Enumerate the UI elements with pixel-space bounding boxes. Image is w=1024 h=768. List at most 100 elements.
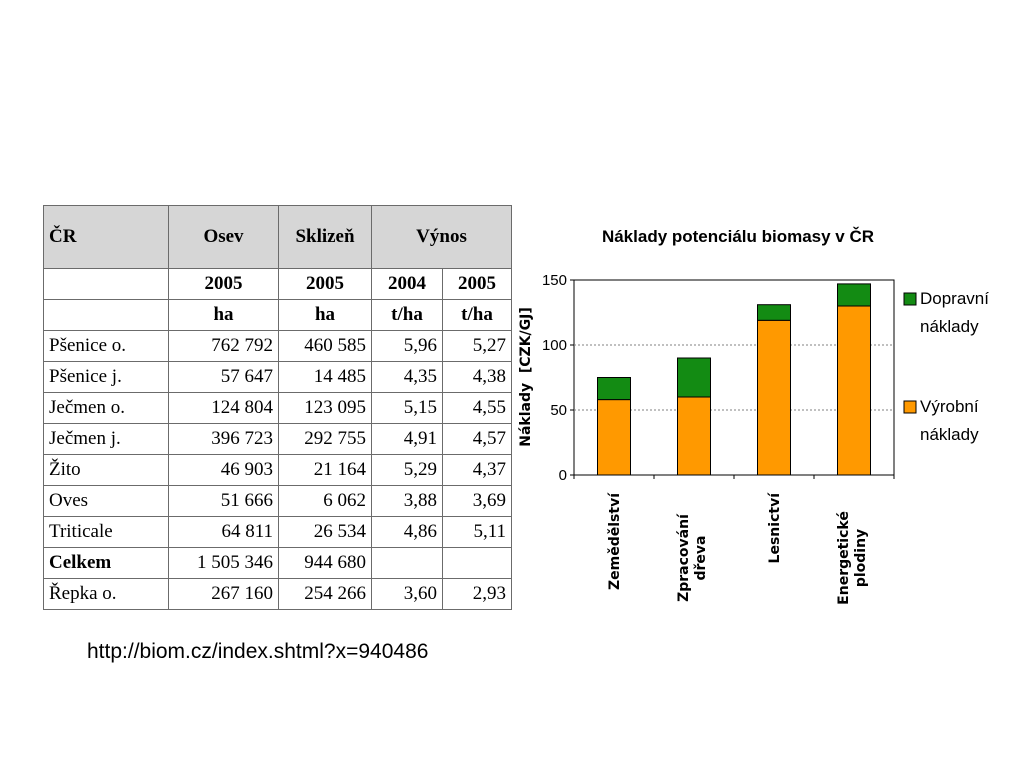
cell-sklizen: 254 266: [278, 578, 372, 610]
source-link[interactable]: http://biom.cz/index.shtml?x=940486: [87, 640, 429, 663]
bar-vyrobni: [837, 305, 871, 476]
y-tick-label: 100: [542, 337, 567, 354]
year-cell: 2004: [371, 268, 443, 300]
cell-vynos2005: 4,38: [442, 361, 512, 393]
table-row: Ječmen j. 396 723 292 755 4,91 4,57: [43, 423, 512, 455]
cell-name: Oves: [43, 485, 169, 517]
y-tick-label: 150: [542, 272, 567, 289]
table-row: Triticale 64 811 26 534 4,86 5,11: [43, 516, 512, 548]
table-row: Řepka o. 267 160 254 266 3,60 2,93: [43, 578, 512, 610]
y-tick-label: 50: [550, 402, 567, 419]
cost-chart: Náklady potenciálu biomasy v ČR Náklady …: [518, 227, 989, 605]
year-cell: 2005: [168, 268, 279, 300]
x-category-label: Zpracovánídřeva: [676, 513, 709, 602]
cell-vynos2005: 4,57: [442, 423, 512, 455]
cell-vynos2005: 3,69: [442, 485, 512, 517]
crop-table: ČR Osev Sklizeň Výnos 2005 2005 2004 200…: [43, 205, 512, 610]
cell-name: Řepka o.: [43, 578, 169, 610]
bar-dopravni: [757, 304, 791, 321]
cell-vynos2005: 4,37: [442, 454, 512, 486]
header-cr: ČR: [43, 205, 169, 269]
unit-cell: ha: [278, 299, 372, 331]
cell-name: Ječmen o.: [43, 392, 169, 424]
table-unit-row: ha ha t/ha t/ha: [43, 299, 512, 331]
cell-name: Ječmen j.: [43, 423, 169, 455]
table-row: Celkem 1 505 346 944 680: [43, 547, 512, 579]
table-row: Pšenice j. 57 647 14 485 4,35 4,38: [43, 361, 512, 393]
table-row: Oves 51 666 6 062 3,88 3,69: [43, 485, 512, 517]
x-category-label-line: Energetické: [836, 511, 852, 605]
x-category-label-line: dřeva: [693, 536, 709, 581]
cell-vynos2004: 5,29: [371, 454, 443, 486]
legend-swatch-vyrobni: [903, 400, 917, 414]
bar-dopravni: [677, 357, 711, 398]
bar-vyrobni: [757, 319, 791, 476]
cell-name: Pšenice o.: [43, 330, 169, 362]
header-sklizen: Sklizeň: [278, 205, 372, 269]
x-category-label-line: Lesnictví: [767, 492, 783, 564]
bar-vyrobni: [677, 396, 711, 476]
table-header-row: ČR Osev Sklizeň Výnos: [43, 205, 512, 269]
cell-vynos2004: 3,60: [371, 578, 443, 610]
header-osev: Osev: [168, 205, 279, 269]
legend-label: Výrobní: [920, 397, 979, 416]
unit-cell-empty: [43, 299, 169, 331]
cell-vynos2004: 3,88: [371, 485, 443, 517]
unit-cell: ha: [168, 299, 279, 331]
y-axis-label: Náklady [CZK/GJ]: [518, 307, 534, 447]
cell-osev: 46 903: [168, 454, 279, 486]
cell-vynos2004: 4,86: [371, 516, 443, 548]
x-category-label-line: Zpracování: [676, 513, 692, 602]
cell-vynos2004: 4,35: [371, 361, 443, 393]
cell-sklizen: 21 164: [278, 454, 372, 486]
cell-sklizen: 944 680: [278, 547, 372, 579]
cell-vynos2004: 5,96: [371, 330, 443, 362]
y-tick-label: 0: [559, 467, 567, 484]
cell-osev: 762 792: [168, 330, 279, 362]
cell-vynos2005: 5,27: [442, 330, 512, 362]
cell-name: Celkem: [43, 547, 169, 579]
unit-cell: t/ha: [442, 299, 512, 331]
year-cell-empty: [43, 268, 169, 300]
legend-label: Dopravní: [920, 289, 989, 308]
x-category-label-line: plodiny: [853, 529, 869, 587]
cell-osev: 51 666: [168, 485, 279, 517]
x-category-label: Lesnictví: [767, 492, 783, 564]
cell-osev: 396 723: [168, 423, 279, 455]
cell-sklizen: 460 585: [278, 330, 372, 362]
cell-name: Triticale: [43, 516, 169, 548]
cell-osev: 124 804: [168, 392, 279, 424]
chart-title: Náklady potenciálu biomasy v ČR: [602, 227, 874, 246]
legend-swatch-dopravni: [903, 292, 917, 306]
year-cell: 2005: [278, 268, 372, 300]
cell-sklizen: 14 485: [278, 361, 372, 393]
cell-sklizen: 292 755: [278, 423, 372, 455]
bar-dopravni: [597, 377, 631, 401]
table-row: Žito 46 903 21 164 5,29 4,37: [43, 454, 512, 486]
bar-vyrobni: [597, 399, 631, 476]
bar-dopravni: [837, 283, 871, 307]
unit-cell: t/ha: [371, 299, 443, 331]
cell-vynos2004: 4,91: [371, 423, 443, 455]
cell-osev: 64 811: [168, 516, 279, 548]
legend-label: náklady: [920, 425, 979, 444]
cell-sklizen: 26 534: [278, 516, 372, 548]
cell-vynos2005: [442, 547, 512, 579]
table-row: Ječmen o. 124 804 123 095 5,15 4,55: [43, 392, 512, 424]
cell-osev: 1 505 346: [168, 547, 279, 579]
cell-sklizen: 123 095: [278, 392, 372, 424]
cell-osev: 57 647: [168, 361, 279, 393]
table-row: Pšenice o. 762 792 460 585 5,96 5,27: [43, 330, 512, 362]
cell-vynos2005: 5,11: [442, 516, 512, 548]
cell-sklizen: 6 062: [278, 485, 372, 517]
cell-vynos2004: [371, 547, 443, 579]
x-category-label-line: Zemědělství: [607, 492, 623, 590]
year-cell: 2005: [442, 268, 512, 300]
cell-vynos2005: 4,55: [442, 392, 512, 424]
header-vynos: Výnos: [371, 205, 512, 269]
x-category-label: Energeticképlodiny: [836, 511, 869, 605]
cell-osev: 267 160: [168, 578, 279, 610]
legend-label: náklady: [920, 317, 979, 336]
cell-name: Pšenice j.: [43, 361, 169, 393]
cell-name: Žito: [43, 454, 169, 486]
